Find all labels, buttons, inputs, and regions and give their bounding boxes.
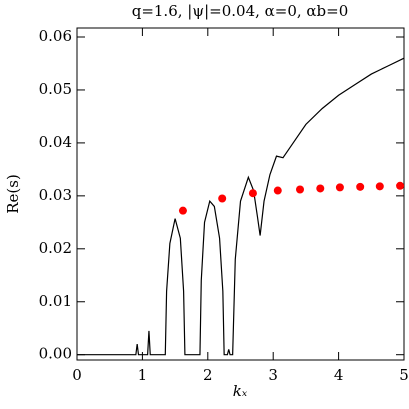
data-line <box>77 57 405 356</box>
x-tick-label: 0 <box>72 366 82 384</box>
y-tick-label: 0.02 <box>39 239 72 257</box>
data-point <box>273 186 282 195</box>
x-axis-label: kₓ <box>233 382 248 400</box>
y-axis-label: Re(s) <box>4 174 22 214</box>
data-point <box>335 183 344 192</box>
x-tick-label: 4 <box>334 366 344 384</box>
y-tick-label: 0.06 <box>39 27 72 45</box>
y-tick-label: 0.05 <box>39 80 72 98</box>
data-point <box>248 189 257 198</box>
data-point <box>316 184 325 193</box>
data-point <box>218 194 227 203</box>
y-tick-label: 0.03 <box>39 186 72 204</box>
data-point <box>178 206 187 215</box>
data-point <box>396 181 405 190</box>
data-point <box>356 182 365 191</box>
y-tick-label: 0.00 <box>39 345 72 363</box>
x-tick-label: 2 <box>203 366 213 384</box>
x-tick-label: 3 <box>268 366 278 384</box>
y-tick-label: 0.04 <box>39 133 72 151</box>
data-point <box>375 182 384 191</box>
x-tick-label: 5 <box>399 366 409 384</box>
data-point <box>296 185 305 194</box>
chart-title: q=1.6, |ψ|=0.04, α=0, αb=0 <box>132 2 349 20</box>
plot-frame <box>76 27 405 361</box>
y-tick-label: 0.01 <box>39 292 72 310</box>
x-tick-label: 1 <box>138 366 148 384</box>
